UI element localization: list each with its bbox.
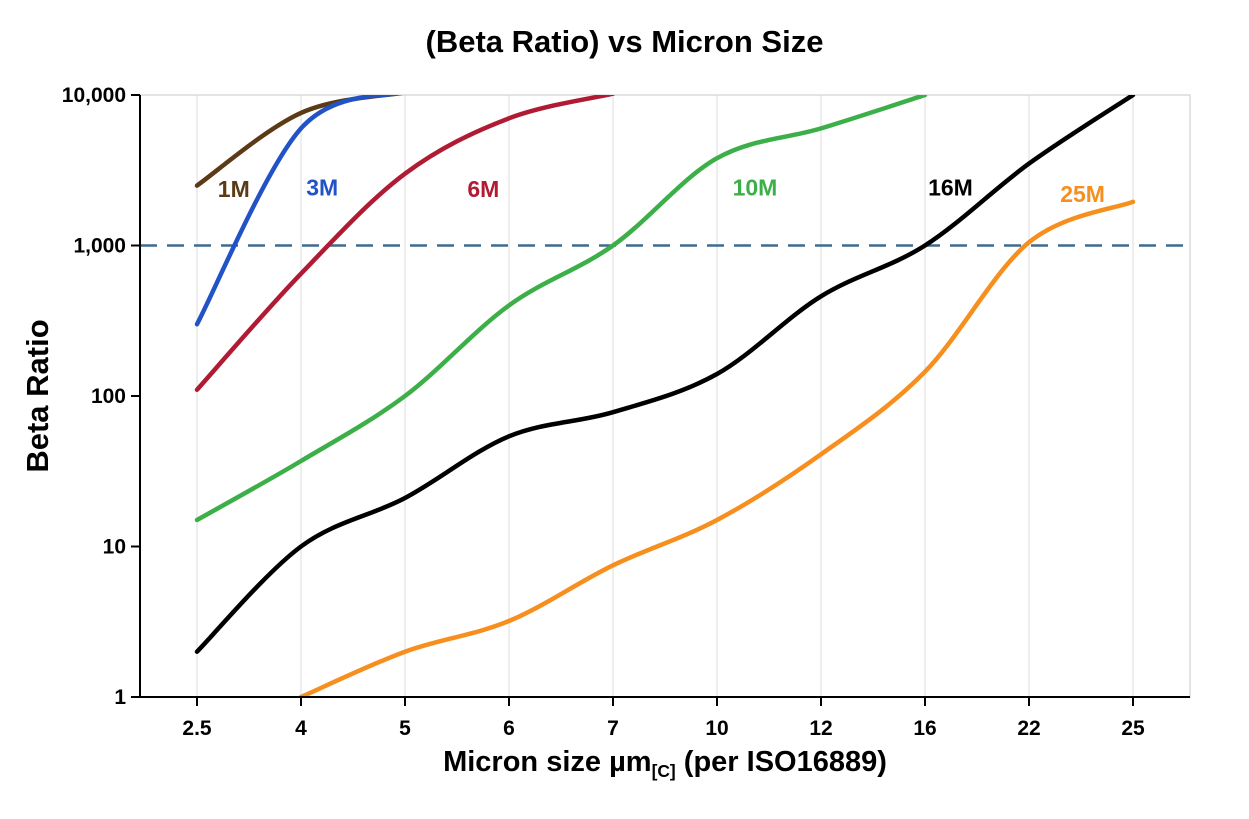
x-tick-label: 2.5 — [182, 717, 212, 740]
y-tick-label: 10,000 — [62, 84, 126, 107]
series-label-25M: 25M — [1060, 181, 1105, 207]
x-tick-label: 6 — [503, 717, 515, 740]
series-line-10M — [194, 95, 928, 523]
y-axis-title: Beta Ratio — [20, 319, 55, 473]
series-line-6M — [194, 95, 615, 393]
series-label-6M: 6M — [467, 176, 499, 202]
series-line-3M — [194, 95, 402, 327]
x-tick-label: 4 — [295, 717, 307, 740]
x-axis-title: Micron size µm[C] (per ISO16889) — [140, 746, 1190, 781]
x-tick-label: 25 — [1121, 717, 1145, 740]
series-label-3M: 3M — [306, 175, 338, 201]
series-line-25M — [298, 199, 1136, 697]
y-tick-label: 1,000 — [73, 235, 126, 258]
y-tick-label: 1 — [114, 686, 126, 709]
x-axis-title-suffix: (per ISO16889) — [675, 746, 887, 778]
series-line-16M — [194, 95, 1136, 654]
x-tick-label: 7 — [607, 717, 619, 740]
x-axis-ticks: 2.5 4 5 6 7 10 12 16 22 25 — [182, 697, 1145, 740]
x-axis-title-main: Micron size µm — [443, 746, 652, 778]
y-axis-ticks: 1 10 100 1,000 10,000 — [62, 84, 140, 709]
series-label-1M: 1M — [218, 176, 250, 202]
x-tick-label: 22 — [1017, 717, 1040, 740]
series-label-10M: 10M — [733, 175, 778, 201]
series-label-16M: 16M — [928, 175, 973, 201]
x-axis-title-subscript: [C] — [651, 760, 676, 781]
series-lines — [194, 95, 1136, 697]
chart-title: (Beta Ratio) vs Micron Size — [425, 24, 824, 59]
x-tick-label: 16 — [913, 717, 936, 740]
x-tick-label: 10 — [705, 717, 728, 740]
x-tick-label: 12 — [809, 717, 832, 740]
x-tick-label: 5 — [399, 717, 411, 740]
y-tick-label: 10 — [103, 536, 126, 559]
y-tick-label: 100 — [91, 385, 126, 408]
gridlines — [196, 95, 1134, 697]
